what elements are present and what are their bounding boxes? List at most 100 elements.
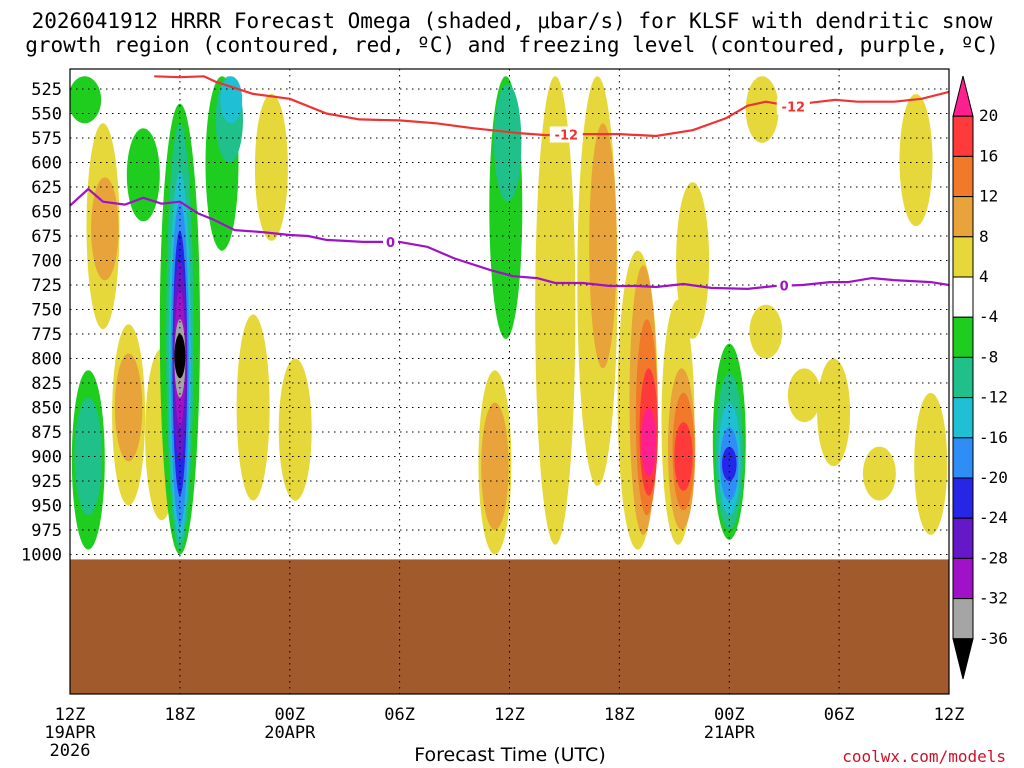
- y-tick-label: 575: [31, 129, 62, 149]
- plot-frame: [69, 68, 950, 695]
- omega-region: [126, 128, 160, 222]
- y-tick-label: 625: [31, 178, 62, 198]
- colorbar-label: -28: [979, 548, 1008, 567]
- x-tick-date: 21APR: [704, 723, 756, 743]
- omega-region: [674, 422, 693, 491]
- y-tick-label: 550: [31, 105, 62, 125]
- omega-region: [722, 446, 737, 482]
- colorbar-band: [952, 638, 974, 680]
- colorbar-band: [952, 356, 974, 399]
- freezing-level-contour-line: [70, 187, 949, 290]
- colorbar-band: [952, 397, 974, 439]
- x-tick-date: 20APR: [264, 723, 316, 743]
- colorbar-band: [952, 517, 974, 559]
- y-tick-label: 675: [31, 227, 62, 247]
- x-tick-label: 12Z: [934, 705, 965, 725]
- x-tick-label: 12Z: [55, 705, 86, 725]
- freezing-level-contour-label: 0: [780, 280, 789, 295]
- freezing-level-contour-label-bg: [383, 233, 398, 250]
- y-tick-label: 850: [31, 399, 62, 419]
- chart-title-line-2: growth region (contoured, red, ºC) and f…: [25, 33, 999, 57]
- colorbar-label: -36: [979, 629, 1008, 648]
- omega-region: [236, 314, 270, 501]
- omega-region: [787, 368, 821, 423]
- y-tick-label: 700: [31, 252, 62, 272]
- omega-region: [914, 392, 948, 535]
- ground-surface: [70, 559, 949, 694]
- chart-title-line-1: 2026041912 HRRR Forecast Omega (shaded, …: [31, 9, 993, 33]
- x-tick-label: 18Z: [165, 705, 196, 725]
- omega-region: [749, 304, 783, 359]
- x-tick-label: 18Z: [604, 705, 635, 725]
- colorbar-label: -24: [979, 508, 1008, 527]
- snow-growth-contour-label-bg: [549, 126, 583, 143]
- colorbar-label: 8: [979, 227, 989, 246]
- y-tick-label: 975: [31, 521, 62, 541]
- x-tick-label: 06Z: [384, 705, 415, 725]
- omega-region: [174, 334, 186, 379]
- y-tick-label: 900: [31, 448, 62, 468]
- contours: -12 -12 0 0: [70, 75, 949, 295]
- freezing-level-contour-label: 0: [386, 236, 395, 251]
- x-tick-label: 06Z: [824, 705, 855, 725]
- colorbar-band: [952, 437, 974, 479]
- colorbar-band: [952, 75, 974, 117]
- y-tick-label: 725: [31, 276, 62, 296]
- colorbar-band: [952, 115, 974, 157]
- colorbar-label: 16: [979, 146, 998, 165]
- colorbar-band: [952, 477, 974, 519]
- x-tick-year: 2026: [50, 741, 91, 761]
- x-tick-date: 19APR: [44, 723, 96, 743]
- y-tick-label: 800: [31, 350, 62, 370]
- x-tick-label: 00Z: [714, 705, 745, 725]
- omega-region: [91, 177, 119, 281]
- y-tick-label: 875: [31, 423, 62, 443]
- y-tick-label: 750: [31, 301, 62, 321]
- y-tick-label: 1000: [21, 546, 62, 566]
- y-tick-label: 925: [31, 472, 62, 492]
- colorbar-band: [952, 598, 974, 640]
- x-tick-label: 12Z: [494, 705, 525, 725]
- colorbar-band: [952, 196, 974, 238]
- colorbar-label: -20: [979, 468, 1008, 487]
- omega-region: [817, 358, 851, 467]
- colorbar-label: -12: [979, 388, 1008, 407]
- omega-region: [745, 76, 779, 143]
- x-tick-label: 00Z: [274, 705, 305, 725]
- y-tick-label: 950: [31, 497, 62, 517]
- colorbar-label: -16: [979, 428, 1008, 447]
- snow-growth-contour-label: -12: [782, 101, 806, 116]
- snow-growth-contour-label: -12: [555, 129, 579, 144]
- colorbar-band: [952, 557, 974, 600]
- colorbar-band: [952, 276, 974, 318]
- colorbar-label: -32: [979, 589, 1008, 608]
- colorbar-label: 4: [979, 267, 989, 286]
- freezing-level-contour-label-bg: [776, 277, 792, 294]
- colorbar: 20 16 12 8 4 -4 -8 -12 -16 -20 -24 -28 -32 -36: [952, 75, 1008, 680]
- y-tick-label: 600: [31, 154, 62, 174]
- colorbar-label: 12: [979, 187, 998, 206]
- credit-link[interactable]: coolwx.com/models: [842, 747, 1006, 766]
- omega-region: [641, 407, 656, 477]
- omega-region: [114, 353, 143, 462]
- omega-region: [278, 358, 312, 501]
- omega-region: [589, 123, 617, 369]
- omega-region: [70, 76, 102, 124]
- y-axis: 525 550 575 600 625 650 675 700 725 750 775 800 825 8…: [21, 80, 62, 566]
- colorbar-band: [952, 316, 974, 358]
- colorbar-label: 20: [979, 106, 998, 125]
- omega-region: [481, 402, 509, 530]
- ground-layer: [70, 559, 949, 694]
- omega-region: [254, 93, 288, 241]
- omega-region: [862, 446, 896, 501]
- omega-region: [676, 182, 710, 339]
- omega-region: [535, 76, 576, 545]
- colorbar-band: [952, 236, 974, 278]
- colorbar-label: -4: [979, 307, 998, 326]
- colorbar-label: -8: [979, 347, 998, 366]
- omega-region: [899, 94, 933, 227]
- x-axis-title: Forecast Time (UTC): [414, 744, 606, 766]
- colorbar-band: [952, 155, 974, 198]
- snow-growth-contour-label-bg: [776, 98, 810, 115]
